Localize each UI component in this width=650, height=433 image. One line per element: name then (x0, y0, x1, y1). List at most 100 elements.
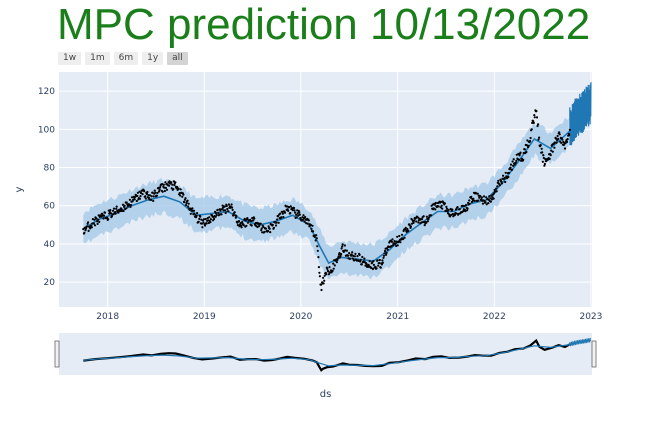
actual-point (125, 201, 128, 204)
actual-point (509, 163, 513, 166)
x-tick-label: 2022 (483, 312, 506, 322)
actual-point (490, 194, 493, 197)
actual-point (109, 209, 112, 212)
actual-point (382, 254, 386, 257)
range-button-all[interactable]: all (167, 52, 188, 65)
actual-point (184, 197, 187, 200)
actual-point (150, 195, 153, 198)
actual-point (184, 204, 188, 207)
actual-point (151, 191, 154, 194)
actual-point (289, 205, 292, 208)
actual-point (415, 220, 418, 223)
actual-point (522, 158, 525, 161)
actual-point (115, 205, 118, 208)
actual-point (226, 207, 229, 211)
actual-point (458, 208, 461, 211)
x-tick-label: 2019 (193, 312, 216, 322)
actual-point (527, 144, 530, 147)
actual-point (234, 216, 237, 219)
actual-point (152, 195, 155, 198)
actual-point (245, 224, 248, 227)
actual-point (227, 203, 230, 206)
actual-point (535, 110, 538, 113)
range-button-1w[interactable]: 1w (58, 52, 82, 65)
actual-point (351, 257, 354, 260)
actual-point (235, 214, 238, 217)
actual-point (333, 264, 336, 267)
actual-point (340, 247, 343, 250)
actual-point (135, 199, 138, 203)
actual-point (380, 263, 383, 266)
actual-point (447, 208, 450, 211)
range-button-6m[interactable]: 6m (113, 52, 139, 65)
actual-point (463, 205, 466, 208)
actual-point (372, 259, 375, 263)
actual-point (84, 227, 88, 230)
range-button-1y[interactable]: 1y (142, 52, 164, 65)
actual-point (322, 282, 325, 285)
range-selector: 1w 1m 6m 1y all (58, 52, 188, 65)
actual-point (128, 198, 131, 201)
actual-point (445, 207, 449, 210)
actual-point (377, 264, 380, 267)
x-tick-label: 2023 (579, 312, 602, 322)
forecast-future-line (569, 82, 592, 146)
actual-point (515, 159, 518, 162)
actual-point (426, 220, 429, 223)
actual-point (317, 266, 320, 269)
actual-point (493, 188, 496, 191)
actual-point (332, 267, 335, 270)
actual-point (441, 207, 444, 210)
actual-point (318, 271, 321, 274)
actual-point (399, 241, 402, 244)
actual-point (298, 211, 301, 214)
actual-point (510, 168, 514, 171)
actual-point (393, 240, 396, 243)
actual-point (125, 207, 128, 210)
actual-point (431, 203, 434, 206)
actual-point (533, 114, 536, 117)
actual-point (319, 283, 323, 286)
actual-point (92, 222, 95, 225)
actual-point (404, 226, 407, 229)
actual-point (181, 195, 184, 198)
actual-point (453, 213, 456, 217)
actual-point (139, 195, 142, 198)
actual-point (466, 209, 469, 212)
actual-point (209, 218, 212, 221)
actual-point (161, 190, 164, 193)
slider-forecast-line (83, 339, 592, 367)
actual-point (504, 171, 507, 174)
actual-point (219, 209, 222, 212)
actual-point (240, 224, 243, 227)
actual-point (179, 188, 182, 191)
x-tick-label: 2018 (96, 312, 119, 322)
actual-point (208, 216, 211, 219)
range-button-1m[interactable]: 1m (85, 52, 110, 65)
actual-point (523, 148, 526, 151)
actual-point (364, 264, 367, 267)
actual-point (345, 249, 348, 252)
range-slider-handle-left[interactable] (54, 340, 60, 368)
actual-point (109, 212, 112, 215)
actual-point (553, 141, 557, 144)
actual-point (86, 225, 89, 228)
actual-point (500, 182, 504, 185)
actual-point (110, 215, 113, 218)
actual-point (507, 175, 510, 179)
actual-point (145, 192, 148, 196)
actual-point (544, 158, 547, 161)
range-slider-handle-right[interactable] (591, 340, 597, 368)
y-tick-label: 60 (44, 202, 56, 212)
actual-point (423, 224, 426, 227)
actual-point (277, 221, 280, 224)
actual-point (320, 288, 323, 292)
actual-point (390, 245, 393, 248)
actual-point (115, 207, 118, 210)
actual-point (239, 222, 242, 225)
actual-point (370, 266, 373, 269)
actual-point (267, 229, 270, 233)
actual-point (289, 212, 292, 215)
actual-point (146, 190, 149, 194)
